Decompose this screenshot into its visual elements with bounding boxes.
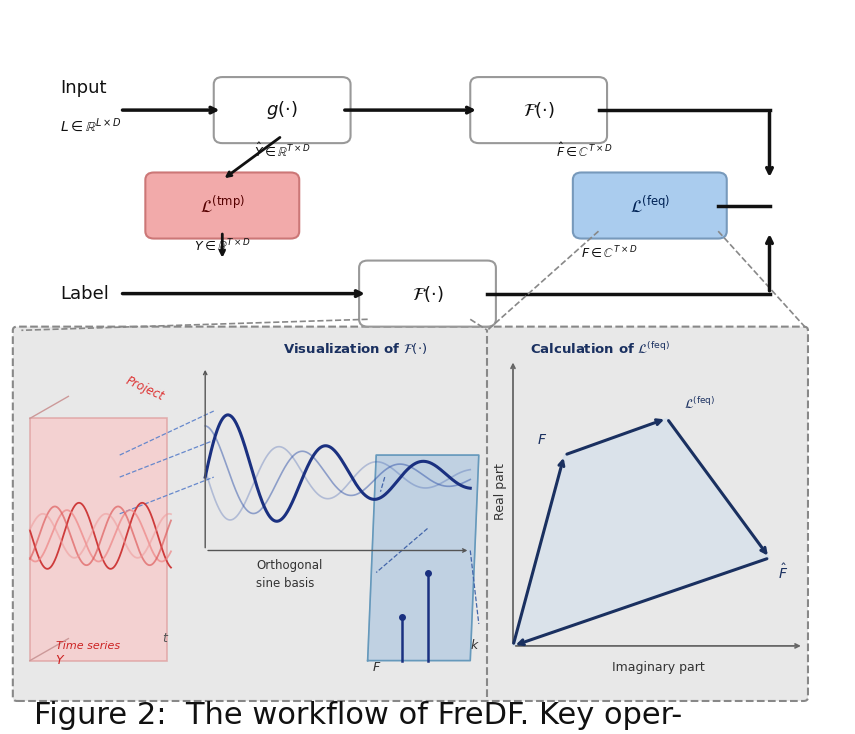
Text: Calculation of $\mathcal{L}^{(\mathrm{feq})}$: Calculation of $\mathcal{L}^{(\mathrm{fe… [530, 341, 670, 357]
Text: Visualization of $\mathcal{F}(\cdot)$: Visualization of $\mathcal{F}(\cdot)$ [283, 341, 428, 356]
Text: $F \in \mathbb{C}^{T \times D}$: $F \in \mathbb{C}^{T \times D}$ [581, 245, 639, 261]
Text: k: k [470, 639, 477, 653]
Text: Project: Project [124, 374, 167, 404]
Polygon shape [368, 455, 479, 661]
Text: Input: Input [60, 79, 106, 97]
Text: Real part: Real part [493, 463, 507, 520]
FancyBboxPatch shape [214, 77, 351, 143]
Text: Time series: Time series [56, 641, 120, 651]
Text: $\hat{F}$: $\hat{F}$ [778, 563, 788, 582]
Text: $g(\cdot)$: $g(\cdot)$ [267, 99, 298, 121]
Text: $Y \in \mathbb{R}^{T \times D}$: $Y \in \mathbb{R}^{T \times D}$ [194, 238, 251, 254]
Text: Label: Label [60, 285, 109, 302]
Text: $F$: $F$ [372, 661, 380, 675]
Text: $\hat{F} \in \mathbb{C}^{T \times D}$: $\hat{F} \in \mathbb{C}^{T \times D}$ [556, 142, 613, 159]
Text: $\hat{Y} \in \mathbb{R}^{T \times D}$: $\hat{Y} \in \mathbb{R}^{T \times D}$ [254, 142, 310, 159]
Text: $\mathcal{F}(\cdot)$: $\mathcal{F}(\cdot)$ [411, 283, 444, 304]
Text: Figure 2:  The workflow of FreDF. Key oper-: Figure 2: The workflow of FreDF. Key ope… [34, 701, 682, 730]
Text: Orthogonal: Orthogonal [256, 559, 323, 572]
Text: t: t [162, 632, 168, 645]
Text: Imaginary part: Imaginary part [612, 661, 705, 675]
Text: $F$: $F$ [537, 433, 547, 448]
Text: $\mathcal{F}(\cdot)$: $\mathcal{F}(\cdot)$ [522, 100, 555, 120]
FancyBboxPatch shape [145, 172, 299, 239]
Text: sine basis: sine basis [256, 577, 315, 590]
Text: Y: Y [56, 654, 63, 667]
FancyBboxPatch shape [359, 261, 496, 327]
Polygon shape [513, 418, 770, 646]
Text: $\mathcal{L}^{(\mathrm{feq})}$: $\mathcal{L}^{(\mathrm{feq})}$ [629, 195, 670, 216]
Text: $\mathcal{L}^{(\mathrm{feq})}$: $\mathcal{L}^{(\mathrm{feq})}$ [684, 396, 715, 412]
FancyBboxPatch shape [470, 77, 607, 143]
FancyBboxPatch shape [13, 327, 808, 701]
FancyBboxPatch shape [30, 418, 167, 661]
FancyBboxPatch shape [573, 172, 727, 239]
Text: $L \in \mathbb{R}^{L \times D}$: $L \in \mathbb{R}^{L \times D}$ [60, 116, 121, 134]
Text: $\mathcal{L}^{(\mathrm{tmp})}$: $\mathcal{L}^{(\mathrm{tmp})}$ [200, 195, 245, 216]
